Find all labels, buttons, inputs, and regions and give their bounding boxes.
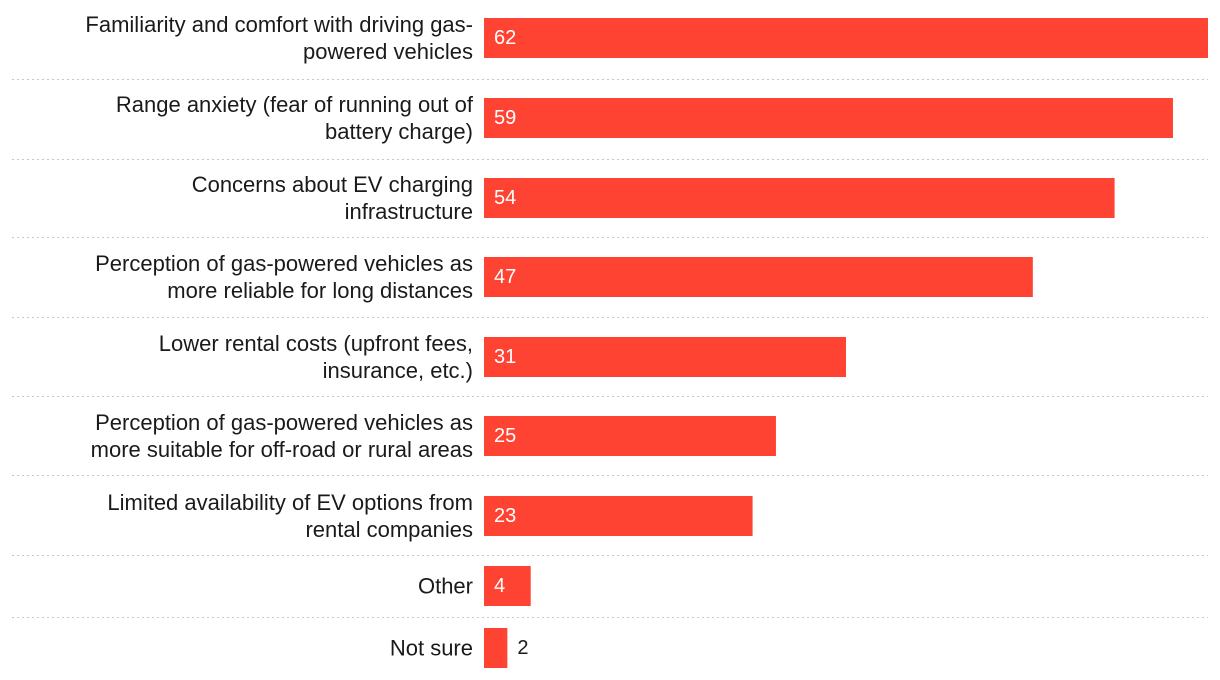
data-label: 54 [494,187,516,209]
category-label: Not sure [390,636,473,661]
data-label: 25 [494,425,516,447]
category-label: Familiarity and comfort with driving gas… [85,12,473,64]
bar [484,496,753,536]
category-label: Concerns about EV charging infrastructure [192,172,473,224]
bar [484,257,1033,297]
category-label: Lower rental costs (upfront fees, insuran… [159,331,473,383]
data-label: 59 [494,107,516,129]
bar [484,566,531,606]
bar [484,178,1115,218]
bar [484,98,1173,138]
category-label: Limited availability of EV options from r… [107,490,473,542]
bar [484,18,1208,58]
data-label: 4 [494,575,505,597]
data-label: 47 [494,266,516,288]
category-label: Other [418,574,473,599]
data-label: 2 [517,637,528,659]
category-label: Range anxiety (fear of running out of bat… [116,92,474,144]
bar [484,416,776,456]
category-label: Perception of gas-powered vehicles as mor… [95,251,473,303]
category-label: Perception of gas-powered vehicles as mor… [91,410,473,462]
data-label: 31 [494,346,516,368]
data-label: 62 [494,27,516,49]
bar [484,337,846,377]
bar [484,628,508,668]
data-label: 23 [494,505,516,527]
